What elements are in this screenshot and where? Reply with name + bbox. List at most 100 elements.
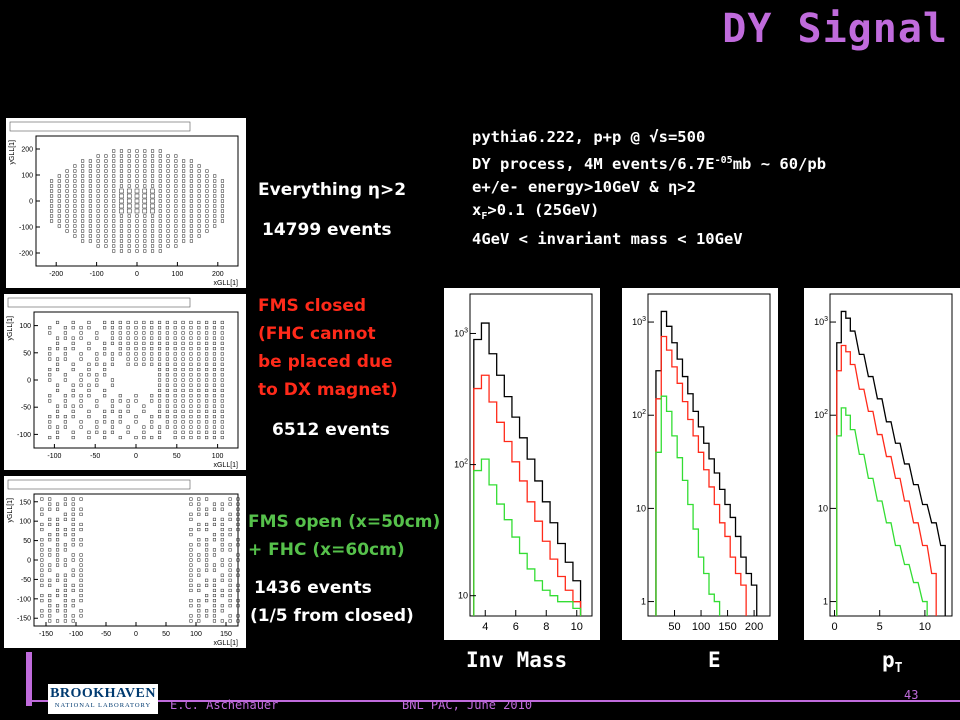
scatter-point <box>95 430 99 434</box>
scatter-point <box>103 430 107 434</box>
y-tick-label: 102 <box>632 409 646 420</box>
scatter-point <box>189 229 193 233</box>
scatter-point <box>182 174 186 178</box>
y-tick-label: 100 <box>21 173 33 180</box>
scatter-point <box>79 394 83 398</box>
scatter-point <box>166 224 170 228</box>
scatter-point <box>158 204 162 208</box>
scatter-point <box>126 208 132 214</box>
scatter-point <box>79 538 83 542</box>
scatter-point <box>205 409 209 413</box>
scatter-point <box>189 388 193 393</box>
scatter-point <box>197 352 201 356</box>
scatter-point <box>220 394 224 398</box>
scatter-point <box>166 189 170 193</box>
scatter-point <box>63 512 67 516</box>
scatter-point <box>81 169 85 173</box>
scatter-point <box>55 548 60 552</box>
scatter-point <box>228 558 232 562</box>
scatter-point <box>87 367 91 372</box>
scatter-point <box>158 189 162 193</box>
scatter-point <box>189 204 193 208</box>
scatter-point <box>165 409 169 413</box>
scatter-point <box>134 320 138 325</box>
scatter-point <box>189 568 193 572</box>
scatter-point <box>55 563 60 567</box>
footer-divider <box>32 700 960 702</box>
slide-title: DY Signal <box>722 6 948 52</box>
scatter-point <box>87 341 91 345</box>
histogram-pt: 0 5 10 1 10 102 103 <box>804 288 960 640</box>
scatter-point <box>157 399 162 403</box>
scatter-point <box>143 214 147 218</box>
scatter-point <box>212 538 217 542</box>
scatter-point <box>157 352 162 356</box>
scatter-point <box>127 159 131 163</box>
scatter-point <box>118 352 122 356</box>
x-tick-label: 50 <box>173 453 181 460</box>
scatter-point <box>150 425 154 429</box>
scatter-point <box>205 169 209 173</box>
scatter-point <box>142 208 148 214</box>
scatter-point <box>48 593 52 598</box>
x-tick-label: 50 <box>162 631 170 638</box>
scatter-point <box>81 239 85 243</box>
scatter-point <box>95 352 99 356</box>
label-line: (FHC cannot <box>258 324 376 344</box>
scatter-point <box>118 341 122 345</box>
scatter-point <box>205 497 209 501</box>
scenario-label-fms-closed: FMS closed (FHC cannot be placed due to … <box>258 292 398 404</box>
scatter-point <box>135 154 139 158</box>
x-tick-label: 0 <box>134 453 138 460</box>
scatter-point <box>174 244 178 248</box>
scatter-point <box>88 209 92 213</box>
scatter-point <box>103 326 107 330</box>
scatter-point <box>81 209 85 213</box>
scatter-point <box>88 164 92 168</box>
scatter-point <box>112 244 116 248</box>
scatter-point <box>63 578 67 582</box>
scatter-point <box>197 388 201 393</box>
scatter-point <box>55 435 60 440</box>
scatter-plot-fms-closed: -100 -50 0 50 100 -100 -50 0 50 100 xGLL[1] yGLL[1] <box>4 294 246 470</box>
scatter-point <box>165 399 169 403</box>
scatter-point <box>71 336 75 340</box>
scatter-point <box>189 588 193 593</box>
scatter-point <box>189 573 193 577</box>
scatter-point <box>205 331 209 335</box>
scatter-point <box>48 425 52 429</box>
plot-frame <box>35 135 239 267</box>
scatter-point <box>71 394 75 398</box>
scatter-point <box>49 184 54 188</box>
scatter-point <box>236 599 240 603</box>
scatter-point <box>118 394 122 398</box>
scatter-point <box>95 399 99 403</box>
scatter-point <box>213 219 217 223</box>
scatter-point <box>150 229 155 233</box>
xlabel-inv-mass: Inv Mass <box>466 648 568 672</box>
scatter-point <box>87 388 91 393</box>
scatter-point <box>189 614 193 618</box>
scatter-point <box>220 373 224 377</box>
scatter-point <box>166 164 170 168</box>
scatter-point <box>189 599 193 603</box>
scatter-point <box>220 184 225 188</box>
y-tick-label: 10 <box>458 591 468 601</box>
y-tick-label: 200 <box>21 147 33 154</box>
scatter-point <box>48 435 52 440</box>
scatter-point <box>96 174 100 178</box>
scatter-point <box>157 425 162 429</box>
scatter-point <box>189 239 193 243</box>
scatter-point <box>104 194 108 198</box>
events-line: 6512 events <box>272 420 390 440</box>
scatter-point <box>143 249 147 253</box>
scatter-point <box>55 415 60 419</box>
scatter-point <box>166 219 170 223</box>
scatter-point <box>205 563 209 567</box>
info-line-4-tail: >0.1 (25GeV) <box>487 201 600 220</box>
scatter-point <box>212 619 217 623</box>
scatter-point <box>150 154 155 158</box>
scatter-point <box>95 425 99 429</box>
scatter-point <box>135 224 139 228</box>
scatter-point <box>189 164 193 168</box>
